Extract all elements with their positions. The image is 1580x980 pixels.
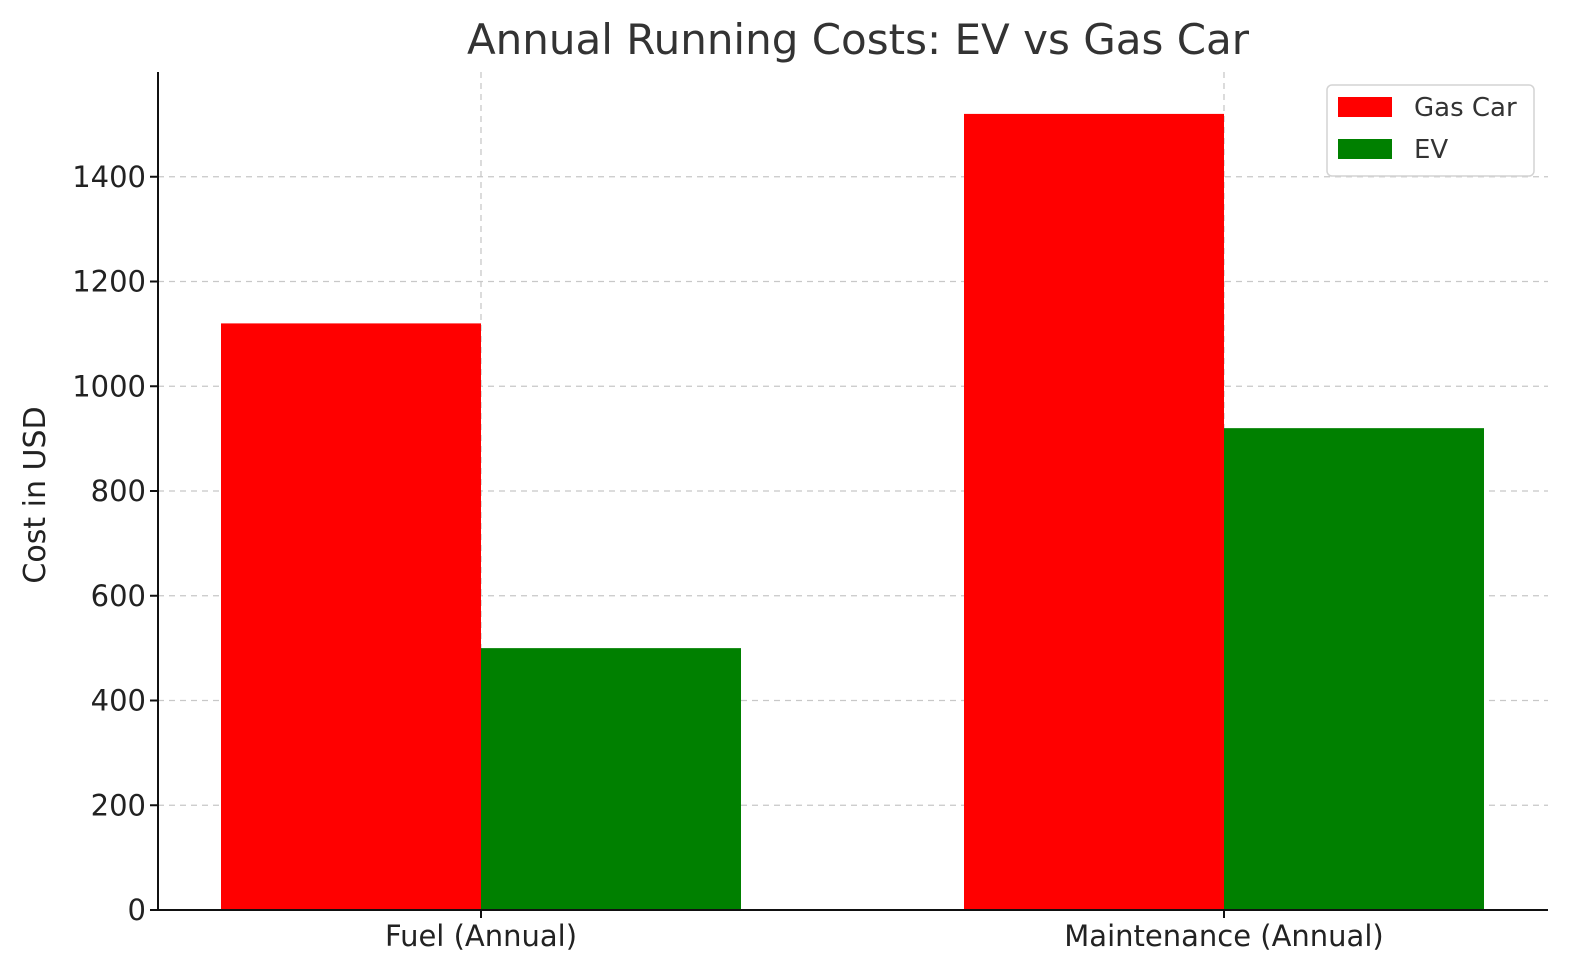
legend-swatch-gas-car — [1338, 97, 1392, 117]
legend-swatch-ev — [1338, 139, 1392, 159]
legend-label-gas-car[interactable]: Gas Car — [1414, 93, 1517, 123]
y-tick-label: 1400 — [72, 160, 146, 194]
y-tick-label: 800 — [91, 474, 146, 508]
y-tick-label: 200 — [91, 788, 146, 822]
y-axis-label: Cost in USD — [18, 406, 53, 583]
y-tick-label: 400 — [91, 684, 146, 718]
x-tick-label: Maintenance (Annual) — [1064, 919, 1383, 953]
x-tick-label: Fuel (Annual) — [385, 919, 577, 953]
bar-ev-0 — [481, 648, 741, 910]
y-tick-label: 0 — [128, 893, 146, 927]
chart-title: Annual Running Costs: EV vs Gas Car — [467, 15, 1250, 64]
y-tick-label: 1000 — [72, 369, 146, 403]
tick-labels: 0 200 400 600 800 1000 1200 1400 Fuel (Annual) Ma… — [72, 160, 1384, 953]
y-tick-label: 600 — [91, 579, 146, 613]
bars — [221, 113, 1484, 910]
legend-label-ev[interactable]: EV — [1414, 135, 1448, 165]
bar-gas-car-1 — [964, 113, 1224, 910]
legend[interactable]: Gas Car EV — [1326, 84, 1535, 177]
bar-ev-1 — [1224, 428, 1484, 910]
bar-gas-car-0 — [221, 323, 481, 910]
y-tick-label: 1200 — [72, 265, 146, 299]
axes — [150, 72, 1548, 918]
